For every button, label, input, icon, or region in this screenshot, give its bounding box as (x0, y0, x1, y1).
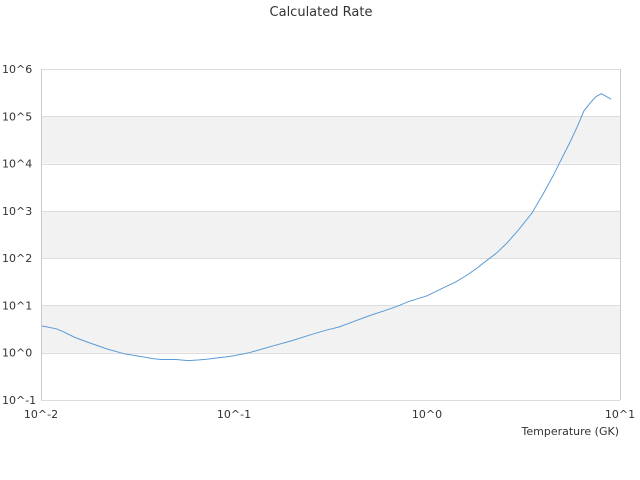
y-tick-label: 10^2 (2, 252, 32, 265)
gridlines (41, 69, 620, 401)
grid-band (41, 116, 620, 164)
x-tick-label: 10^-1 (217, 408, 251, 421)
y-tick-label: 10^3 (2, 205, 32, 218)
x-axis-label: Temperature (GK) (521, 425, 620, 438)
y-tick-label: 10^4 (2, 158, 32, 171)
x-tick-label: 10^-2 (24, 408, 58, 421)
chart-title: Calculated Rate (270, 5, 373, 20)
x-tick-label: 10^1 (605, 408, 635, 421)
y-tick-label: 10^6 (2, 63, 32, 76)
grid-bands (41, 116, 620, 353)
y-tick-labels: 10^-1 10^0 10^1 10^2 10^3 10^4 10^5 10^6 (2, 63, 36, 407)
grid-band (41, 210, 620, 259)
x-tick-label: 10^0 (412, 408, 442, 421)
y-tick-label: 10^-1 (2, 394, 36, 407)
x-tick-labels: 10^-2 10^-1 10^0 10^1 (24, 408, 635, 421)
y-tick-label: 10^0 (2, 347, 32, 360)
rate-line (40, 93, 612, 362)
axes (41, 69, 621, 400)
y-tick-label: 10^1 (2, 299, 32, 312)
y-tick-label: 10^5 (2, 110, 32, 123)
